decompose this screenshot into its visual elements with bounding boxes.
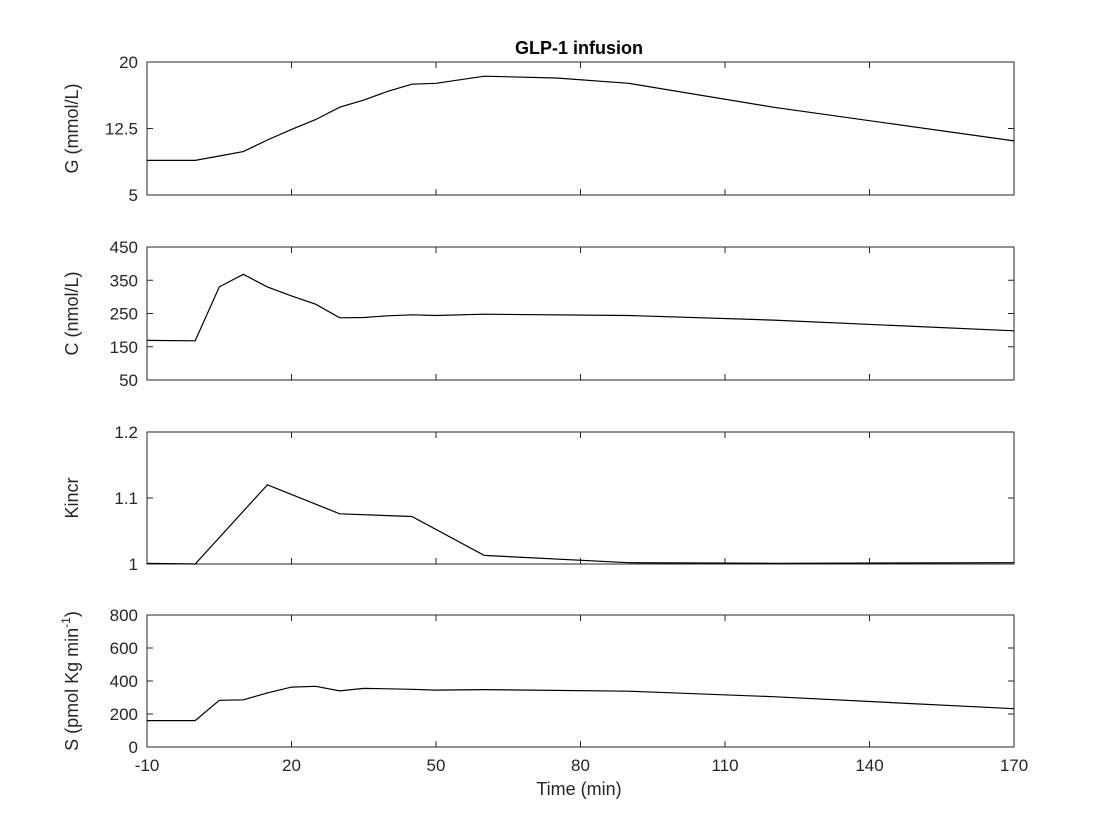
y-axis-label-text: S (pmol Kg min bbox=[62, 628, 82, 751]
x-axis-label: Time (min) bbox=[536, 779, 621, 799]
y-axis-label-close: ) bbox=[62, 611, 82, 617]
axes-box bbox=[146, 614, 1015, 748]
y-tick-label: 5 bbox=[129, 186, 138, 205]
y-tick-label: 400 bbox=[110, 672, 138, 691]
y-tick-label: 250 bbox=[110, 305, 138, 324]
y-tick-label: 800 bbox=[110, 606, 138, 625]
panel-1: 5 12.5 20 G (mmol/L) bbox=[62, 53, 1015, 205]
y-axis-label: G (mmol/L) bbox=[62, 84, 82, 174]
y-tick-label: 150 bbox=[110, 338, 138, 357]
y-axis-label-text: G (mmol/L) bbox=[62, 84, 82, 174]
y-axis-label: C (nmol/L) bbox=[62, 271, 82, 355]
panel-4: 0 200 400 600 800 -10 20 50 80 110 140 170 S (pmol K… bbox=[59, 606, 1028, 775]
y-axis-label-superscript: -1 bbox=[59, 617, 73, 628]
x-tick-label: -10 bbox=[135, 756, 160, 775]
y-tick-label: 1.2 bbox=[114, 423, 138, 442]
y-tick-label: 200 bbox=[110, 705, 138, 724]
x-tick-label: 20 bbox=[282, 756, 301, 775]
y-axis-label-text: C (nmol/L) bbox=[62, 271, 82, 355]
y-tick-label: 450 bbox=[110, 238, 138, 257]
y-axis-label: S (pmol Kg min-1) bbox=[59, 611, 82, 751]
y-tick-label: 50 bbox=[119, 371, 138, 390]
x-tick-label: 80 bbox=[571, 756, 590, 775]
chart-title: GLP-1 infusion bbox=[515, 38, 643, 58]
axes-box bbox=[146, 246, 1015, 381]
y-tick-label: 0 bbox=[129, 738, 138, 757]
y-tick-label: 12.5 bbox=[105, 120, 138, 139]
x-tick-label: 50 bbox=[427, 756, 446, 775]
y-tick-label: 350 bbox=[110, 271, 138, 290]
y-tick-label: 1.1 bbox=[114, 489, 138, 508]
axes-box bbox=[146, 61, 1015, 196]
y-tick-label: 1 bbox=[129, 555, 138, 574]
series-line-2 bbox=[146, 273, 1015, 342]
y-tick-label: 20 bbox=[119, 53, 138, 72]
panel-2: 50 150 250 350 450 C (nmol/L) bbox=[62, 238, 1015, 390]
series-line-1 bbox=[147, 75, 1015, 161]
panel-3: 1 1.1 1.2 Kincr bbox=[62, 423, 1015, 574]
y-axis-label: Kincr bbox=[62, 477, 82, 518]
series-line-4 bbox=[147, 685, 1015, 722]
series-line-3 bbox=[146, 484, 1015, 565]
x-tick-label: 140 bbox=[855, 756, 883, 775]
y-tick-label: 600 bbox=[110, 639, 138, 658]
x-tick-label: 170 bbox=[1000, 756, 1028, 775]
y-axis-label-text: Kincr bbox=[62, 477, 82, 518]
x-tick-label: 110 bbox=[711, 756, 738, 775]
axes-box bbox=[146, 431, 1015, 565]
